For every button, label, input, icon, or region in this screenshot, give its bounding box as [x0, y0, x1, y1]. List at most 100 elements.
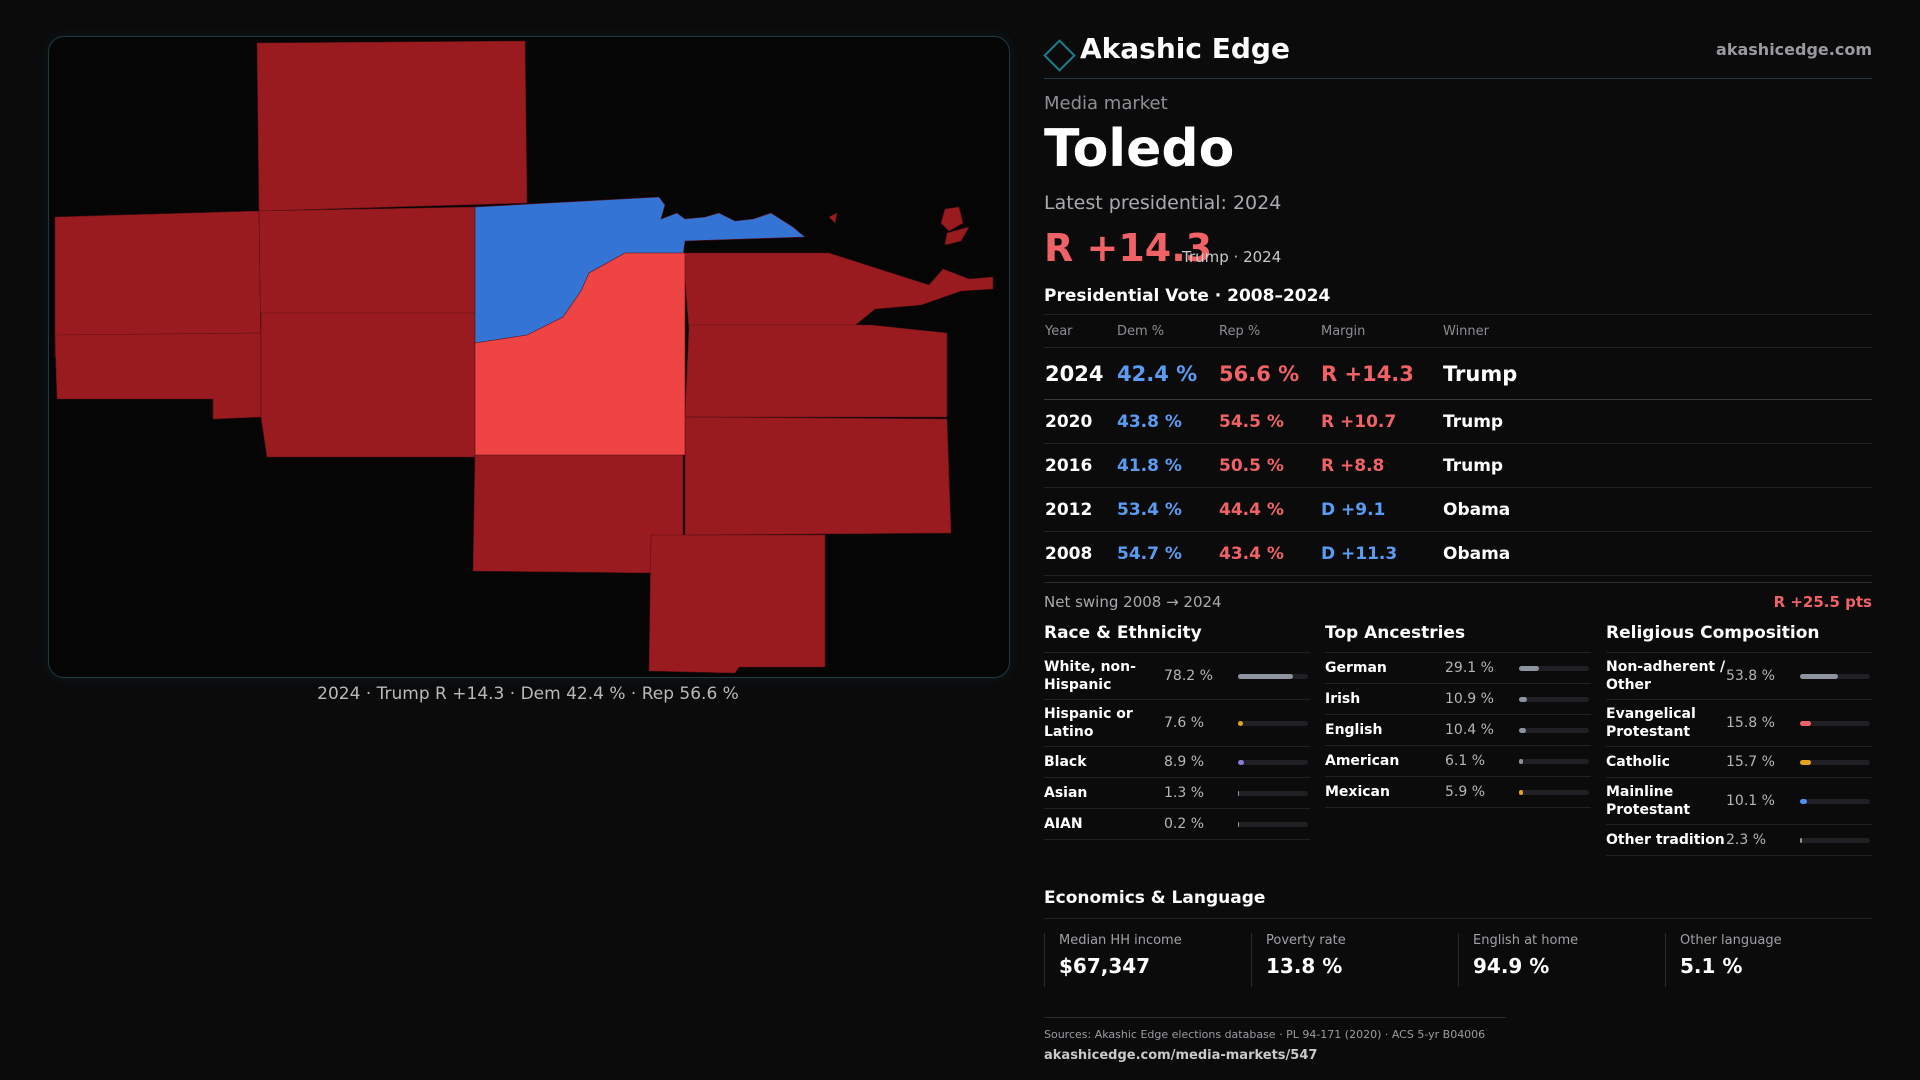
race-pct: 0.2 %: [1164, 816, 1205, 832]
county-southwest-outer[interactable]: [54, 332, 262, 420]
ancestry-row: Mexican 5.9 %: [1325, 777, 1591, 808]
vote-margin: R +10.7: [1320, 399, 1442, 444]
race-bar: [1238, 821, 1308, 827]
ancestry-row: English 10.4 %: [1325, 715, 1591, 746]
vote-margin: D +9.1: [1320, 487, 1442, 532]
religion-name: Other tradition: [1606, 832, 1725, 848]
race-row: Black 8.9 %: [1044, 747, 1310, 778]
ancestry-bar: [1519, 665, 1589, 671]
map-panel[interactable]: [48, 36, 1010, 678]
vote-rep: 54.5 %: [1218, 399, 1320, 444]
ancestry-name: Mexican: [1325, 784, 1390, 800]
economics-cell: English at home 94.9 %: [1458, 933, 1665, 987]
page-title: Toledo: [1044, 119, 1235, 179]
diamond-logo-icon: [1043, 39, 1076, 72]
ancestry-name: German: [1325, 660, 1387, 676]
economics-label: Other language: [1680, 933, 1782, 948]
race-bar-fill: [1238, 790, 1240, 796]
vote-year: 2012: [1044, 487, 1116, 532]
ancestry-name: American: [1325, 753, 1400, 769]
ancestry-bar: [1519, 789, 1589, 795]
ancestry-row: Irish 10.9 %: [1325, 684, 1591, 715]
religion-bar: [1800, 673, 1870, 679]
vote-dem: 43.8 %: [1116, 399, 1218, 444]
latest-margin-sub: Trump · 2024: [1182, 248, 1282, 266]
race-pct: 7.6 %: [1164, 715, 1205, 731]
economics-label: English at home: [1473, 933, 1579, 948]
ancestry-bar-fill: [1519, 789, 1524, 795]
race-bar: [1238, 759, 1308, 765]
vote-row: 2016 41.8 % 50.5 % R +8.8 Trump: [1044, 443, 1872, 488]
ancestry-name: English: [1325, 722, 1383, 738]
race-pct: 78.2 %: [1164, 668, 1213, 684]
vote-row: 2012 53.4 % 44.4 % D +9.1 Obama: [1044, 487, 1872, 532]
vote-dem: 42.4 %: [1116, 347, 1218, 400]
brand-name[interactable]: Akashic Edge: [1080, 32, 1290, 65]
religion-row: Non-adherent / Other 53.8 %: [1606, 653, 1872, 700]
vote-dem: 41.8 %: [1116, 443, 1218, 488]
religion-bar-fill: [1800, 759, 1811, 765]
ancestry-pct: 29.1 %: [1445, 660, 1494, 676]
ancestry-pct: 10.9 %: [1445, 691, 1494, 707]
race-row: Hispanic or Latino 7.6 %: [1044, 700, 1310, 747]
ancestry-bar-fill: [1519, 696, 1527, 702]
net-swing-value: R +25.5 pts: [1773, 593, 1872, 611]
religion-bar: [1800, 759, 1870, 765]
race-pct: 1.3 %: [1164, 785, 1205, 801]
county-east-lower[interactable]: [684, 416, 952, 536]
vote-rep: 56.6 %: [1218, 347, 1320, 400]
county-southwest[interactable]: [260, 312, 476, 458]
county-focus-wood[interactable]: [474, 252, 686, 456]
vote-rep: 43.4 %: [1218, 531, 1320, 576]
religion-row: Mainline Protestant 10.1 %: [1606, 778, 1872, 825]
religion-bar-fill: [1800, 837, 1802, 843]
race-bar: [1238, 720, 1308, 726]
header-dem: Dem %: [1116, 314, 1218, 348]
kicker: Media market: [1044, 93, 1168, 114]
economics-value: $67,347: [1059, 954, 1151, 978]
sources-link[interactable]: akashicedge.com/media-markets/547: [1044, 1048, 1318, 1063]
map-caption: 2024 · Trump R +14.3 · Dem 42.4 % · Rep …: [317, 684, 739, 704]
religion-name: Catholic: [1606, 754, 1670, 770]
sources: Sources: Akashic Edge elections database…: [1044, 1017, 1506, 1063]
ancestry-bar: [1519, 758, 1589, 764]
ancestry-row: American 6.1 %: [1325, 746, 1591, 777]
county-east-upper[interactable]: [682, 252, 994, 332]
county-map[interactable]: [49, 37, 1009, 677]
religion-name: Evangelical Protestant: [1606, 706, 1696, 740]
vote-row: 2020 43.8 % 54.5 % R +10.7 Trump: [1044, 399, 1872, 444]
ancestry-section: Top Ancestries German 29.1 % Irish 10.9 % En…: [1325, 623, 1591, 808]
religion-pct: 2.3 %: [1726, 832, 1767, 848]
county-south-east[interactable]: [648, 534, 826, 674]
shoreline-island[interactable]: [828, 212, 838, 224]
county-northwest[interactable]: [256, 40, 528, 212]
islands-east-2[interactable]: [944, 226, 970, 246]
religion-bar-fill: [1800, 673, 1838, 679]
vote-rep: 44.4 %: [1218, 487, 1320, 532]
ancestry-bar: [1519, 727, 1589, 733]
race-name: Black: [1044, 754, 1087, 770]
vote-winner: Trump: [1442, 399, 1872, 444]
economics-cell: Poverty rate 13.8 %: [1251, 933, 1458, 987]
race-bar: [1238, 673, 1308, 679]
county-east-middle[interactable]: [684, 324, 948, 418]
race-name: Asian: [1044, 785, 1088, 801]
demographics-grid: Race & Ethnicity White, non-Hispanic 78.2…: [1044, 623, 1872, 878]
islands-east[interactable]: [940, 206, 964, 232]
vote-year: 2016: [1044, 443, 1116, 488]
brand-url-link[interactable]: akashicedge.com: [1716, 40, 1872, 59]
header-rep: Rep %: [1218, 314, 1320, 348]
religion-title: Religious Composition: [1606, 623, 1872, 653]
header-margin: Margin: [1320, 314, 1442, 348]
ancestry-pct: 6.1 %: [1445, 753, 1486, 769]
latest-margin-row: R +14.3 Trump · 2024: [1044, 226, 1872, 270]
religion-bar: [1800, 798, 1870, 804]
vote-year: 2024: [1044, 347, 1116, 400]
latest-label: Latest presidential: 2024: [1044, 192, 1282, 214]
header-winner: Winner: [1442, 314, 1872, 348]
race-name: White, non-Hispanic: [1044, 659, 1136, 693]
brand-header: Akashic Edge akashicedge.com: [1043, 32, 1872, 79]
religion-name: Mainline Protestant: [1606, 784, 1691, 818]
vote-winner: Trump: [1442, 347, 1872, 400]
vote-margin: R +14.3: [1320, 347, 1442, 400]
